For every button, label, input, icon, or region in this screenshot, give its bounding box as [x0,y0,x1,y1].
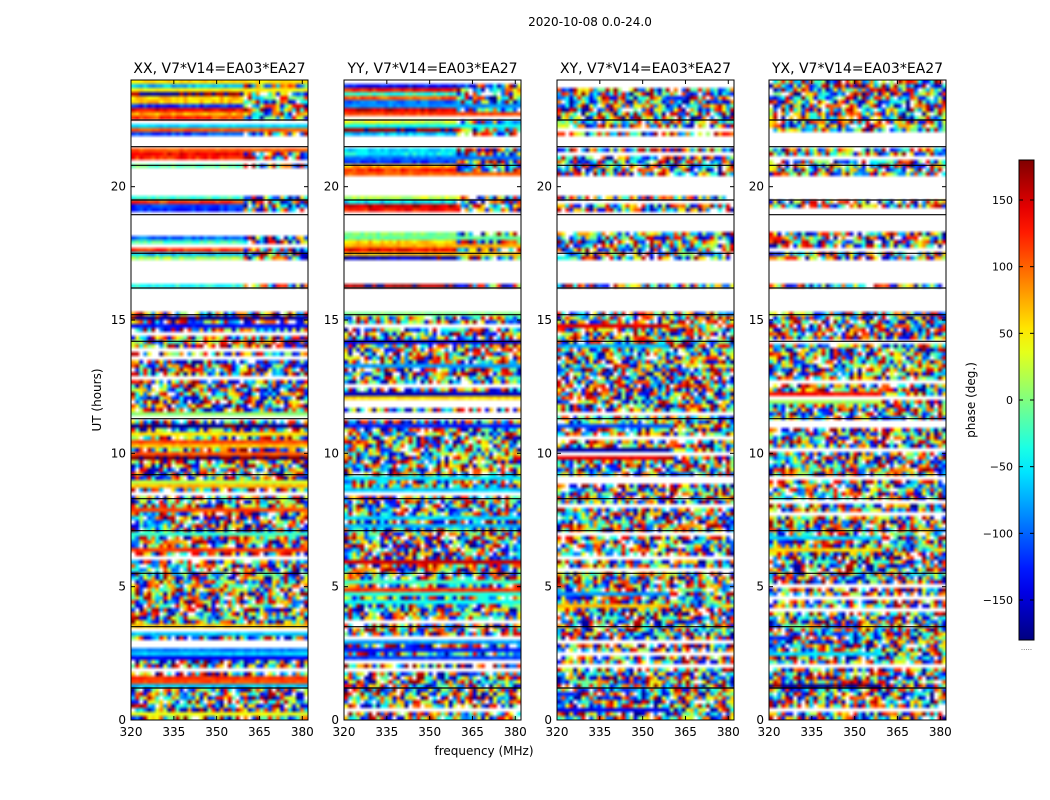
colorbar-tick-label: −50 [990,461,1013,474]
y-tick-label: 15 [324,313,339,327]
y-tick-label: 5 [544,580,552,594]
waterfall-image [557,80,734,720]
colorbar-tick-label: 150 [992,194,1013,207]
y-tick-label: 10 [324,446,339,460]
y-tick-label: 10 [537,446,552,460]
y-tick-label: 0 [756,713,764,727]
x-tick-label: 365 [674,725,697,739]
y-tick-label: 20 [111,180,126,194]
colorbar-tick-label: −150 [983,594,1013,607]
x-tick-label: 365 [248,725,271,739]
x-tick-label: 320 [546,725,569,739]
colorbar-tick-label: −100 [983,527,1013,540]
panel-4: YX, V7*V14=EA03*EA27 320 335 350 365 380 0 5 10 1… [749,61,952,739]
colorbar-tick-label: 100 [992,261,1013,274]
figure-suptitle: 2020-10-08 0.0-24.0 [528,15,652,29]
y-axis-label: UT (hours) [90,368,104,431]
panel-frame [768,79,947,721]
x-tick-label: 350 [631,725,654,739]
x-tick-label: 350 [205,725,228,739]
x-tick-label: 335 [800,725,823,739]
panel-title: YY, V7*V14=EA03*EA27 [346,61,517,77]
x-tick-label: 380 [717,725,740,739]
panel-title: YX, V7*V14=EA03*EA27 [771,61,943,77]
y-tick-label: 0 [331,713,339,727]
waterfall-image [344,80,521,720]
panel-frame [130,79,309,721]
y-tick-label: 20 [537,180,552,194]
panels-group: XX, V7*V14=EA03*EA27 320 335 350 365 380 0 5 10 1… [111,61,952,739]
panel-2: YY, V7*V14=EA03*EA27 320 335 350 365 380 0 5 10 1… [324,61,527,739]
x-tick-label: 320 [120,725,143,739]
y-tick-label: 20 [749,180,764,194]
colorbar-tick-label: 50 [999,327,1013,340]
panel-1: XX, V7*V14=EA03*EA27 320 335 350 365 380 0 5 10 1… [111,61,314,739]
x-tick-label: 335 [375,725,398,739]
waterfall-image [131,80,308,720]
panel-title: XX, V7*V14=EA03*EA27 [133,61,305,77]
x-tick-label: 350 [843,725,866,739]
y-tick-label: 5 [331,580,339,594]
x-tick-label: 380 [504,725,527,739]
panel-frame [556,79,735,721]
panel-3: XY, V7*V14=EA03*EA27 320 335 350 365 380 0 5 10 1… [537,61,740,739]
colorbar-label: phase (deg.) [964,362,978,438]
colorbar-extra-label: ..... [1021,644,1032,652]
x-tick-label: 365 [886,725,909,739]
x-tick-label: 365 [461,725,484,739]
x-tick-label: 320 [333,725,356,739]
y-tick-label: 5 [756,580,764,594]
colorbar: −150 −100 −50 0 50 100 150 phase (deg.)..... [964,159,1035,652]
y-tick-label: 0 [544,713,552,727]
y-tick-label: 15 [111,313,126,327]
y-tick-label: 20 [324,180,339,194]
waterfall-image [769,80,946,720]
panel-title: XY, V7*V14=EA03*EA27 [560,61,731,77]
colorbar-tick-label: 0 [1006,394,1013,407]
panel-frame [343,79,522,721]
x-tick-label: 320 [758,725,781,739]
x-tick-label: 380 [929,725,952,739]
y-tick-label: 10 [111,446,126,460]
y-tick-label: 15 [537,313,552,327]
x-tick-label: 335 [588,725,611,739]
x-axis-label: frequency (MHz) [434,744,533,758]
x-tick-label: 335 [162,725,185,739]
y-tick-label: 10 [749,446,764,460]
y-tick-label: 5 [118,580,126,594]
x-tick-label: 380 [291,725,314,739]
y-tick-label: 15 [749,313,764,327]
x-tick-label: 350 [418,725,441,739]
y-tick-label: 0 [118,713,126,727]
